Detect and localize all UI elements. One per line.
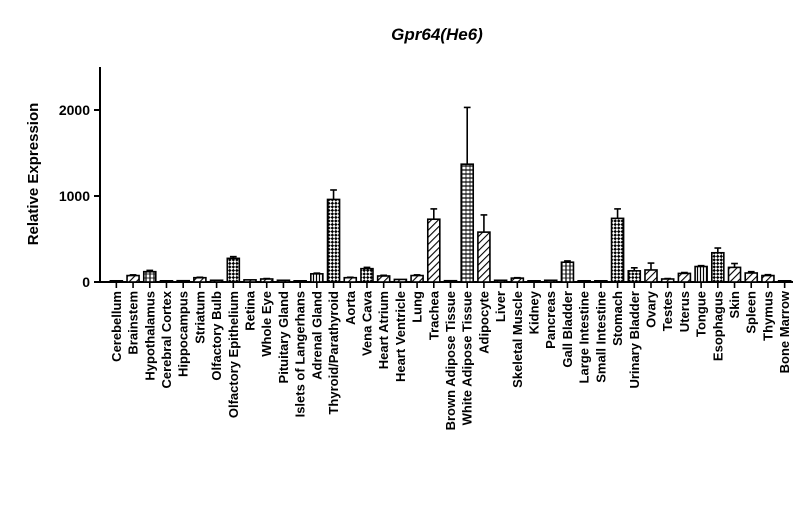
bar — [159, 279, 174, 283]
x-tick-label: Cerebellum — [109, 291, 124, 362]
x-tick-label: Kidney — [527, 290, 542, 334]
bar — [610, 217, 625, 283]
chart-title: Gpr64(He6) — [391, 25, 483, 44]
x-tick-label: Striatum — [192, 291, 207, 344]
bar — [627, 270, 642, 283]
x-tick-label: Olfactory Bulb — [209, 291, 224, 381]
error-bars — [129, 106, 772, 280]
x-tick-label: Esophagus — [710, 291, 725, 361]
x-tick-label: Large Intestine — [577, 291, 592, 383]
bar — [326, 198, 341, 283]
x-tick-label: Testes — [660, 291, 675, 331]
x-tick-label: Bone Marrow — [777, 290, 792, 373]
x-tick-label: Pancreas — [543, 291, 558, 349]
x-tick-label: Adipocyte — [476, 291, 491, 354]
bar — [727, 266, 742, 283]
x-tick-label: Liver — [493, 291, 508, 322]
x-tick-label: Whole Eye — [259, 291, 274, 357]
x-tick-label: Retina — [243, 290, 258, 331]
x-tick-label: Skin — [727, 291, 742, 319]
x-tick-label: Thymus — [760, 291, 775, 341]
x-tick-label: Tongue — [694, 291, 709, 337]
bar — [460, 163, 475, 283]
bar — [761, 274, 775, 283]
bar — [193, 276, 207, 283]
bar — [493, 279, 508, 283]
bar — [477, 231, 491, 283]
bar — [226, 257, 241, 283]
y-tick-label: 1000 — [59, 188, 90, 204]
bar — [543, 279, 558, 283]
bar — [142, 270, 157, 283]
bar — [410, 274, 424, 283]
x-tick-label: Thyroid/Parathyroid — [326, 291, 341, 415]
x-tick-label: Islets of Langerhans — [293, 291, 308, 417]
bar — [527, 279, 541, 283]
bar — [310, 273, 324, 283]
x-tick-label: Vena Cava — [359, 290, 374, 356]
x-tick-label: Heart Atrium — [376, 291, 391, 369]
bar — [393, 278, 408, 283]
y-ticks: 0 1000 2000 — [59, 102, 100, 290]
x-tick-label: Adrenal Gland — [309, 291, 324, 380]
x-tick-labels: Cerebellum Brainstem Hypothalamus Cerebral … — [109, 282, 792, 430]
bar — [259, 278, 274, 283]
bar — [594, 279, 608, 283]
bars — [109, 163, 792, 283]
x-tick-label: Small Intestine — [593, 291, 608, 383]
bar — [243, 279, 257, 283]
bar — [560, 261, 575, 283]
bar — [109, 279, 124, 283]
x-tick-label: Cerebral Cortex — [159, 290, 174, 388]
x-tick-label: Olfactory Epithelium — [226, 291, 241, 418]
bar — [777, 279, 792, 283]
x-tick-label: Gall Bladder — [560, 291, 575, 368]
bar — [376, 275, 391, 283]
bar — [293, 279, 307, 283]
x-tick-label: Brainstem — [126, 291, 141, 355]
x-tick-label: Spleen — [744, 291, 759, 334]
bar — [744, 272, 759, 283]
x-tick-label: Hippocampus — [176, 291, 191, 377]
bar — [360, 267, 374, 283]
bar — [176, 279, 190, 283]
bar — [209, 279, 224, 283]
x-tick-label: Ovary — [643, 290, 658, 328]
bar — [510, 277, 525, 283]
bar — [660, 278, 675, 283]
bar — [677, 272, 692, 283]
bar — [644, 269, 658, 283]
x-tick-label: White Adipose Tissue — [460, 291, 475, 425]
x-tick-label: Stomach — [610, 291, 625, 346]
x-tick-label: Uterus — [677, 291, 692, 332]
bar — [343, 276, 358, 283]
bar — [276, 279, 291, 283]
x-tick-label: Skeletal Muscle — [510, 291, 525, 388]
x-tick-label: Pituitary Gland — [276, 291, 291, 384]
y-tick-label: 0 — [82, 274, 90, 290]
bar — [126, 274, 140, 283]
x-tick-label: Aorta — [343, 290, 358, 325]
bar — [577, 279, 591, 283]
x-tick-label: Hypothalamus — [142, 291, 157, 381]
x-tick-label: Lung — [410, 291, 425, 323]
bar — [694, 265, 708, 283]
x-tick-label: Heart Ventricle — [393, 291, 408, 382]
axes — [99, 67, 793, 283]
bar — [711, 251, 725, 283]
x-tick-label: Brown Adipose Tissue — [443, 291, 458, 430]
y-axis-label: Relative Expression — [25, 103, 42, 246]
bar — [443, 279, 458, 283]
bar — [426, 218, 441, 283]
y-tick-label: 2000 — [59, 102, 90, 118]
x-tick-label: Urinary Bladder — [627, 291, 642, 389]
x-tick-label: Trachea — [426, 290, 441, 340]
